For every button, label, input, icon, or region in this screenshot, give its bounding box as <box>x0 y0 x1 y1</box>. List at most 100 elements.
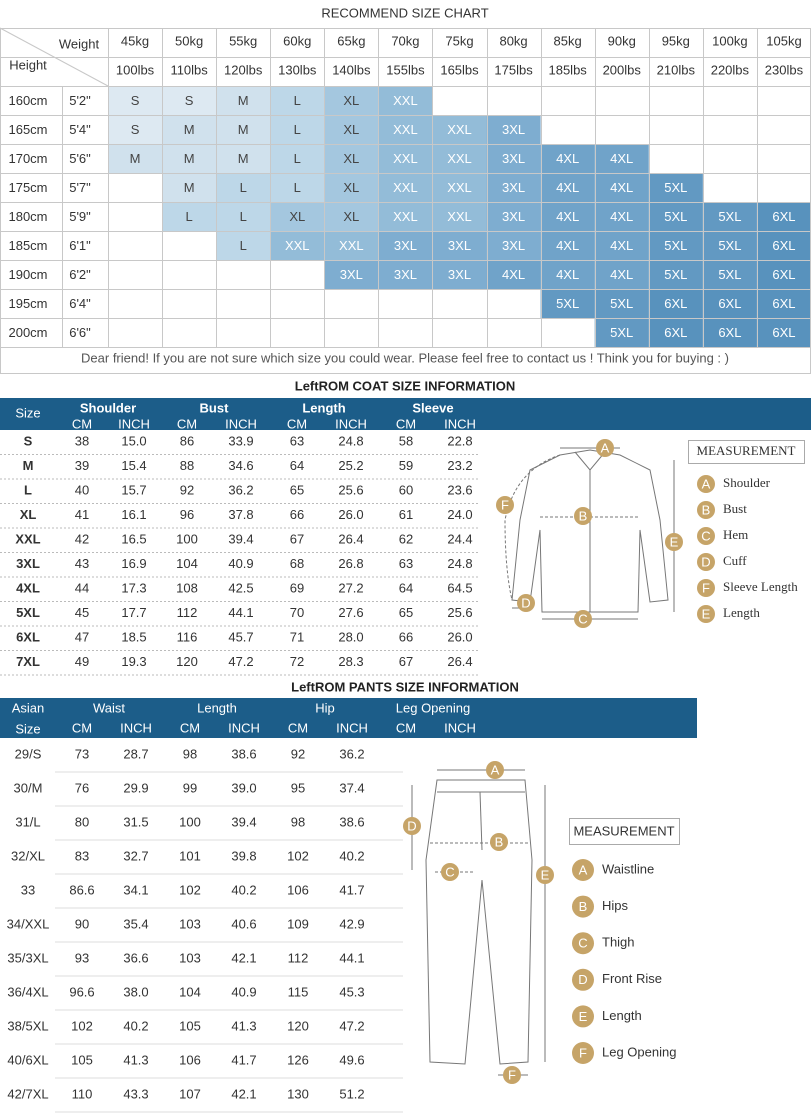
cell-value: 39.8 <box>231 848 256 863</box>
size-cell <box>162 86 217 115</box>
letter-badge <box>572 968 594 991</box>
measurement-label: Thigh <box>602 935 635 950</box>
height-cm: 195cm <box>8 296 47 311</box>
weight-kg: 105kg <box>766 33 801 48</box>
cell-value: 109 <box>287 916 309 931</box>
cell-value: 40.2 <box>231 882 256 897</box>
height-cm: 175cm <box>8 180 47 195</box>
weight-kg: 75kg <box>445 33 473 48</box>
height-ft: 5'7" <box>69 180 91 195</box>
size-cell <box>216 144 271 173</box>
size-cell <box>378 202 433 231</box>
size-label: XXL <box>393 209 418 224</box>
size-label: XL <box>343 209 359 224</box>
cell-value: 39.0 <box>231 780 256 795</box>
letter-badge <box>596 439 614 457</box>
height-cm: 165cm <box>8 122 47 137</box>
cell-value: 24.8 <box>447 556 472 571</box>
cell-value: 40.9 <box>228 556 253 571</box>
size-cell <box>216 231 271 260</box>
weight-kg: 70kg <box>391 33 419 48</box>
cell-value: 17.7 <box>121 605 146 620</box>
size-name: XL <box>20 507 37 522</box>
size-label: 4XL <box>556 267 579 282</box>
weight-kg: 80kg <box>499 33 527 48</box>
size-name: 36/4XL <box>7 984 48 999</box>
cell-value: 41 <box>75 507 89 522</box>
badge-letter: B <box>702 502 711 517</box>
size-cell <box>162 173 217 202</box>
size-label: 4XL <box>610 180 633 195</box>
size-cell <box>486 260 541 289</box>
cell-value: 70 <box>290 605 304 620</box>
cell-value: 24.8 <box>338 434 363 449</box>
size-cell <box>594 318 649 347</box>
cell-value: 61 <box>399 507 413 522</box>
cell-value: 126 <box>287 1052 309 1067</box>
group-header: Bust <box>200 400 230 415</box>
size-label: 5XL <box>718 238 741 253</box>
cell-value: 16.9 <box>121 556 146 571</box>
size-label: L <box>185 209 192 224</box>
size-label: L <box>240 180 247 195</box>
size-label: 5XL <box>664 180 687 195</box>
size-name: 4XL <box>16 581 40 596</box>
size-name: 32/XL <box>11 848 45 863</box>
size-label: 5XL <box>664 267 687 282</box>
letter-badge <box>441 863 459 881</box>
measurement-label: Waistline <box>602 861 654 876</box>
size-name: XXL <box>15 532 40 547</box>
unit-label: INCH <box>225 416 257 431</box>
weight-lbs: 200lbs <box>603 62 642 77</box>
size-label: XXL <box>285 238 310 253</box>
cell-value: 130 <box>287 1086 309 1101</box>
size-label: 6XL <box>664 296 687 311</box>
cell-value: 47.2 <box>228 654 253 669</box>
size-cell <box>756 260 811 289</box>
letter-badge <box>665 533 683 551</box>
size-cell <box>594 202 649 231</box>
chart-title: RECOMMEND SIZE CHART <box>321 5 488 20</box>
cell-value: 83 <box>75 848 89 863</box>
section-title: LeftROM PANTS SIZE INFORMATION <box>291 679 519 694</box>
size-label: 6XL <box>718 296 741 311</box>
measurement-title: MEASUREMENT <box>573 823 674 838</box>
weight-kg: 95kg <box>662 33 690 48</box>
cell-value: 88 <box>180 458 194 473</box>
badge-letter: E <box>579 1009 588 1024</box>
height-ft: 5'4" <box>69 122 91 137</box>
cell-value: 24.0 <box>447 507 472 522</box>
badge-letter: A <box>702 476 711 491</box>
pants-header-band <box>0 698 697 738</box>
cell-value: 26.0 <box>338 507 363 522</box>
size-label: 5XL <box>664 209 687 224</box>
cell-value: 39 <box>75 458 89 473</box>
size-label: XXL <box>393 180 418 195</box>
height-ft: 5'9" <box>69 209 91 224</box>
height-ft: 6'1" <box>69 238 91 253</box>
cell-value: 40.9 <box>231 984 256 999</box>
cell-value: 86 <box>180 434 194 449</box>
coat-measurement-box <box>688 440 805 464</box>
size-name: 7XL <box>16 654 40 669</box>
badge-letter: F <box>508 1067 516 1082</box>
badge-letter: C <box>578 611 587 626</box>
size-label: XL <box>289 209 305 224</box>
cell-value: 96 <box>180 507 194 522</box>
size-name: S <box>24 434 33 449</box>
weight-kg: 45kg <box>121 33 149 48</box>
cell-value: 40 <box>75 483 89 498</box>
cell-value: 64 <box>399 581 413 596</box>
cell-value: 16.1 <box>121 507 146 522</box>
measurement-label: Bust <box>723 501 747 516</box>
cell-value: 27.2 <box>338 581 363 596</box>
unit-label: CM <box>177 416 197 431</box>
unit-label: CM <box>72 416 92 431</box>
unit-label: INCH <box>118 416 150 431</box>
group-header: Sleeve <box>412 400 453 415</box>
cell-value: 59 <box>399 458 413 473</box>
weight-lbs: 155lbs <box>386 62 425 77</box>
cell-value: 40.6 <box>231 916 256 931</box>
unit-label: CM <box>72 720 92 735</box>
